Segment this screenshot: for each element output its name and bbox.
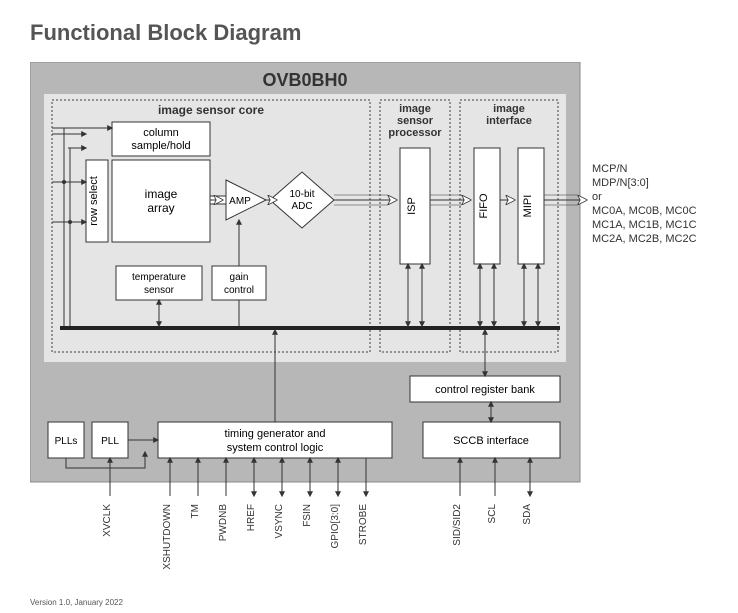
svg-text:timing generator and: timing generator and: [225, 428, 326, 440]
svg-text:PWDNB: PWDNB: [218, 504, 229, 542]
svg-text:array: array: [147, 201, 174, 215]
svg-text:XVCLK: XVCLK: [102, 504, 113, 537]
svg-text:MC0A, MC0B, MC0C: MC0A, MC0B, MC0C: [592, 205, 697, 217]
svg-text:PLLs: PLLs: [55, 436, 78, 447]
svg-text:MDP/N[3:0]: MDP/N[3:0]: [592, 177, 649, 189]
svg-text:gain: gain: [230, 272, 249, 283]
core-label: image sensor core: [158, 103, 264, 117]
svg-text:control: control: [224, 285, 254, 296]
svg-text:SCCB interface: SCCB interface: [453, 435, 529, 447]
svg-text:AMP: AMP: [229, 196, 251, 207]
svg-text:TM: TM: [190, 504, 201, 518]
svg-text:PLL: PLL: [101, 436, 119, 447]
chip-name: OVB0BH0: [262, 70, 347, 90]
svg-text:column: column: [143, 127, 178, 139]
svg-text:ADC: ADC: [291, 201, 312, 212]
svg-text:HREF: HREF: [246, 504, 257, 531]
svg-text:or: or: [592, 191, 602, 203]
svg-text:MC2A, MC2B, MC2C: MC2A, MC2B, MC2C: [592, 233, 697, 245]
svg-text:SID/SID2: SID/SID2: [452, 504, 463, 546]
page-title: Functional Block Diagram: [30, 20, 708, 46]
svg-text:sample/hold: sample/hold: [131, 140, 190, 152]
svg-text:10-bit: 10-bit: [289, 189, 314, 200]
svg-text:image: image: [493, 103, 525, 115]
svg-text:row select: row select: [88, 176, 100, 226]
svg-text:STROBE: STROBE: [358, 504, 369, 545]
svg-text:FIFO: FIFO: [478, 193, 490, 218]
svg-text:GPIO[3:0]: GPIO[3:0]: [330, 504, 341, 549]
svg-text:MC1A, MC1B, MC1C: MC1A, MC1B, MC1C: [592, 219, 697, 231]
svg-text:ISP: ISP: [406, 197, 418, 215]
svg-text:FSIN: FSIN: [302, 504, 313, 527]
svg-text:SCL: SCL: [487, 504, 498, 524]
svg-text:system control logic: system control logic: [227, 442, 324, 454]
svg-text:MIPI: MIPI: [522, 195, 534, 218]
svg-text:sensor: sensor: [397, 115, 434, 127]
svg-text:image: image: [399, 103, 431, 115]
svg-text:SDA: SDA: [522, 504, 533, 525]
svg-text:VSYNC: VSYNC: [274, 504, 285, 538]
svg-text:XSHUTDOWN: XSHUTDOWN: [162, 504, 173, 570]
svg-text:MCP/N: MCP/N: [592, 163, 628, 175]
svg-text:processor: processor: [388, 127, 442, 139]
block-diagram: OVB0BH0 image sensor core image sensor p…: [30, 62, 710, 572]
svg-text:temperature: temperature: [132, 272, 186, 283]
svg-text:image: image: [145, 187, 178, 201]
svg-text:control register bank: control register bank: [435, 384, 535, 396]
svg-text:interface: interface: [486, 115, 532, 127]
svg-text:sensor: sensor: [144, 285, 175, 296]
version-text: Version 1.0, January 2022: [30, 598, 123, 607]
